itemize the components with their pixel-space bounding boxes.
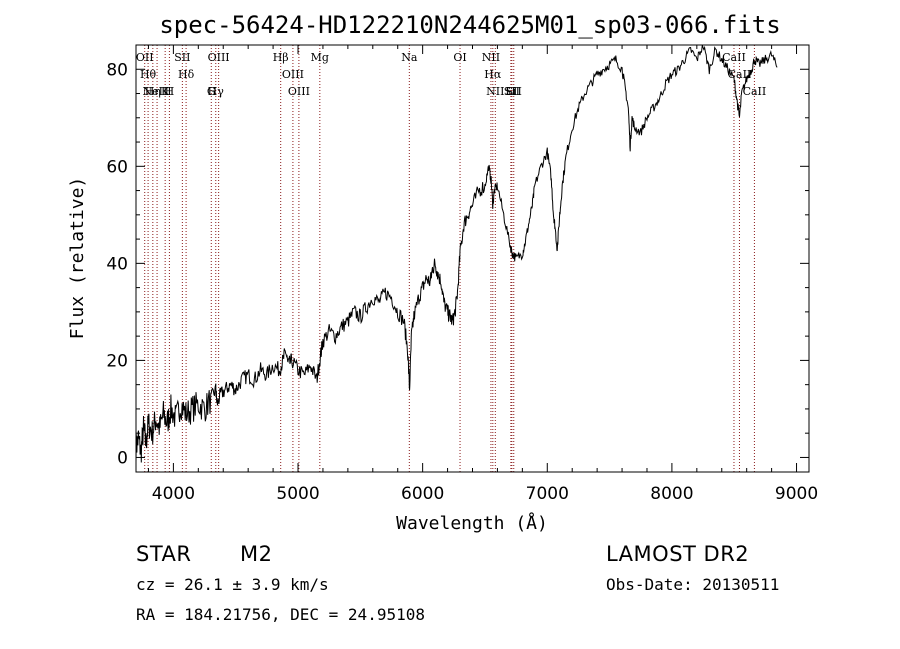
line-label-6: SII	[174, 51, 190, 64]
line-label-17: NII	[482, 51, 500, 64]
line-label-1: Hθ	[140, 68, 157, 81]
x-tick-label: 5000	[276, 484, 319, 504]
line-label-14: Mg	[311, 51, 329, 64]
x-tick-label: 8000	[650, 484, 693, 504]
line-label-5: H	[165, 85, 175, 98]
line-label-25: CaII	[743, 85, 767, 98]
line-label-13: OIII	[288, 85, 310, 98]
x-tick-label: 7000	[526, 484, 569, 504]
object-subclass: M2	[240, 542, 272, 566]
spectral-line-markers	[144, 45, 755, 472]
observation-date: Obs-Date: 20130511	[606, 575, 779, 594]
object-class: STAR	[136, 542, 191, 566]
spectrum-line	[135, 44, 778, 463]
x-axis-label: Wavelength (Å)	[396, 512, 548, 534]
chart-title: spec-56424-HD122210N244625M01_sp03-066.f…	[159, 11, 780, 39]
redshift-cz: cz = 26.1 ± 3.9 km/s	[136, 575, 329, 594]
plot-frame	[135, 44, 810, 473]
line-label-8: G	[207, 85, 216, 98]
survey-name: LAMOST DR2	[606, 542, 749, 566]
y-axis: 0 20 40 60 80	[106, 44, 809, 468]
line-label-22: SII	[506, 85, 522, 98]
line-label-19: NII	[486, 85, 504, 98]
line-label-3: NeIII	[142, 85, 171, 98]
line-label-4: K	[161, 85, 170, 98]
sky-coordinates: RA = 184.21756, DEC = 24.95108	[136, 605, 425, 624]
line-label-23: CaII	[722, 51, 746, 64]
x-tick-label: 6000	[401, 484, 444, 504]
line-label-21: SII	[504, 85, 520, 98]
line-label-18: Hα	[484, 68, 502, 81]
x-axis: 4000 5000 6000 7000 8000 9000	[147, 45, 818, 504]
x-tick-label: 9000	[775, 484, 818, 504]
y-axis-label: Flux (relative)	[67, 177, 88, 340]
line-label-9: Hγ	[208, 85, 225, 98]
y-tick-label: 40	[106, 254, 128, 274]
line-label-20: Li	[505, 85, 516, 98]
y-tick-label: 20	[106, 351, 128, 371]
line-label-2: Hη	[145, 85, 161, 98]
y-tick-label: 60	[106, 157, 128, 177]
line-label-10: OIII	[208, 51, 230, 64]
line-label-0: OII	[136, 51, 154, 64]
line-label-7: Hδ	[178, 68, 195, 81]
x-tick-label: 4000	[152, 484, 195, 504]
line-label-16: OI	[453, 51, 466, 64]
line-label-15: Na	[401, 51, 418, 64]
line-label-12: OIII	[282, 68, 304, 81]
y-tick-label: 80	[106, 60, 128, 80]
line-label-11: Hβ	[273, 51, 289, 64]
y-tick-label: 0	[117, 448, 128, 468]
